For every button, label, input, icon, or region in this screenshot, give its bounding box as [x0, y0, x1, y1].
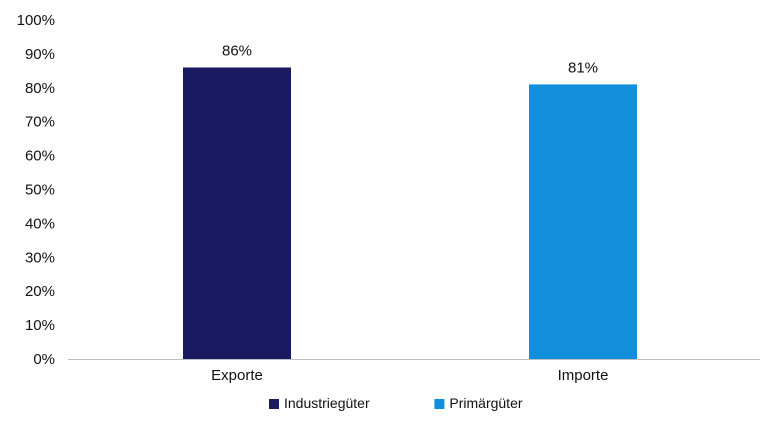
legend: Industriegüter Primärgüter	[269, 395, 523, 411]
data-labels: 86% 81%	[222, 42, 598, 76]
y-tick-label: 100%	[17, 12, 55, 29]
y-tick-label: 40%	[25, 215, 55, 232]
y-tick-label: 10%	[25, 317, 55, 334]
data-label: 86%	[222, 42, 252, 59]
legend-label: Primärgüter	[449, 395, 522, 411]
bar-industriegüter	[183, 67, 291, 360]
y-tick-label: 90%	[25, 46, 55, 63]
bar-primärgüter	[529, 84, 637, 359]
y-tick-label: 20%	[25, 283, 55, 300]
x-tick-label: Importe	[558, 367, 609, 384]
x-tick-label: Exporte	[211, 367, 263, 384]
y-tick-label: 50%	[25, 182, 55, 199]
y-tick-label: 80%	[25, 80, 55, 97]
y-axis-ticks: 0% 10% 20% 30% 40% 50% 60% 70% 80% 90% 100%	[17, 12, 55, 368]
x-axis-labels: Exporte Importe	[211, 367, 608, 384]
y-tick-label: 0%	[33, 351, 55, 368]
bars	[183, 67, 637, 360]
legend-label: Industriegüter	[284, 395, 370, 411]
y-tick-label: 60%	[25, 148, 55, 165]
data-label: 81%	[568, 59, 598, 76]
y-tick-label: 70%	[25, 114, 55, 131]
y-tick-label: 30%	[25, 249, 55, 266]
legend-swatch	[269, 399, 279, 409]
legend-swatch	[434, 399, 445, 409]
